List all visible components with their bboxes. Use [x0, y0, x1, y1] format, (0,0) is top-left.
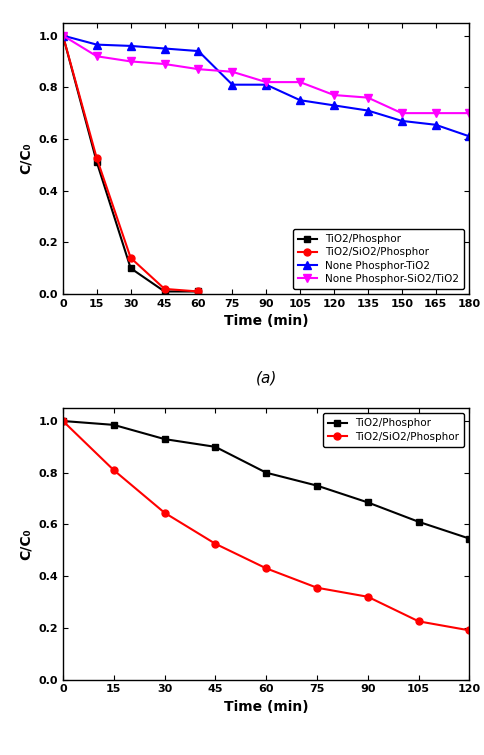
Y-axis label: C/C₀: C/C₀: [19, 143, 33, 174]
None Phosphor-TiO2: [60, 31, 66, 40]
None Phosphor-TiO2: [128, 42, 134, 51]
None Phosphor-SiO2/TiO2: [60, 31, 66, 40]
Line: TiO2/Phosphor: TiO2/Phosphor: [60, 418, 473, 542]
None Phosphor-TiO2: [331, 101, 337, 110]
Text: (a): (a): [256, 370, 277, 385]
TiO2/SiO2/Phosphor: [467, 626, 472, 635]
TiO2/Phosphor: [212, 442, 218, 451]
Line: TiO2/SiO2/Phosphor: TiO2/SiO2/Phosphor: [60, 418, 473, 634]
TiO2/SiO2/Phosphor: [162, 285, 167, 294]
None Phosphor-SiO2/TiO2: [128, 57, 134, 66]
None Phosphor-TiO2: [229, 80, 235, 89]
TiO2/Phosphor: [111, 421, 117, 430]
None Phosphor-SiO2/TiO2: [399, 109, 405, 118]
None Phosphor-SiO2/TiO2: [263, 78, 269, 87]
None Phosphor-SiO2/TiO2: [365, 93, 371, 102]
TiO2/SiO2/Phosphor: [416, 617, 422, 626]
TiO2/SiO2/Phosphor: [314, 583, 320, 592]
None Phosphor-SiO2/TiO2: [94, 52, 100, 61]
None Phosphor-TiO2: [94, 40, 100, 49]
None Phosphor-TiO2: [263, 80, 269, 89]
None Phosphor-TiO2: [297, 96, 303, 105]
TiO2/Phosphor: [196, 287, 201, 296]
Legend: TiO2/Phosphor, TiO2/SiO2/Phosphor, None Phosphor-TiO2, None Phosphor-SiO2/TiO2: TiO2/Phosphor, TiO2/SiO2/Phosphor, None …: [293, 229, 464, 289]
TiO2/Phosphor: [314, 481, 320, 490]
TiO2/SiO2/Phosphor: [162, 508, 167, 517]
None Phosphor-TiO2: [399, 116, 405, 125]
TiO2/SiO2/Phosphor: [212, 539, 218, 548]
TiO2/SiO2/Phosphor: [263, 564, 269, 573]
None Phosphor-SiO2/TiO2: [433, 109, 439, 118]
TiO2/SiO2/Phosphor: [60, 417, 66, 426]
None Phosphor-SiO2/TiO2: [297, 78, 303, 87]
X-axis label: Time (min): Time (min): [224, 700, 308, 714]
TiO2/Phosphor: [128, 263, 134, 273]
Line: None Phosphor-SiO2/TiO2: None Phosphor-SiO2/TiO2: [59, 32, 474, 117]
None Phosphor-SiO2/TiO2: [162, 60, 167, 69]
TiO2/Phosphor: [467, 534, 472, 543]
TiO2/SiO2/Phosphor: [94, 154, 100, 163]
TiO2/Phosphor: [162, 435, 167, 444]
Line: None Phosphor-TiO2: None Phosphor-TiO2: [59, 32, 474, 140]
Line: TiO2/SiO2/Phosphor: TiO2/SiO2/Phosphor: [60, 32, 202, 295]
TiO2/SiO2/Phosphor: [111, 466, 117, 475]
Y-axis label: C/C₀: C/C₀: [19, 528, 33, 559]
None Phosphor-SiO2/TiO2: [196, 65, 201, 74]
None Phosphor-SiO2/TiO2: [331, 91, 337, 100]
TiO2/SiO2/Phosphor: [365, 592, 371, 601]
TiO2/Phosphor: [94, 158, 100, 167]
None Phosphor-TiO2: [467, 132, 472, 141]
TiO2/Phosphor: [60, 31, 66, 40]
None Phosphor-SiO2/TiO2: [467, 109, 472, 118]
None Phosphor-TiO2: [433, 120, 439, 129]
X-axis label: Time (min): Time (min): [224, 315, 308, 328]
TiO2/Phosphor: [60, 417, 66, 426]
Legend: TiO2/Phosphor, TiO2/SiO2/Phosphor: TiO2/Phosphor, TiO2/SiO2/Phosphor: [323, 413, 464, 447]
None Phosphor-TiO2: [162, 44, 167, 53]
Line: TiO2/Phosphor: TiO2/Phosphor: [60, 32, 202, 295]
None Phosphor-TiO2: [196, 47, 201, 56]
None Phosphor-TiO2: [365, 106, 371, 115]
TiO2/Phosphor: [162, 287, 167, 296]
None Phosphor-SiO2/TiO2: [229, 67, 235, 76]
TiO2/SiO2/Phosphor: [196, 287, 201, 296]
TiO2/Phosphor: [365, 498, 371, 507]
TiO2/SiO2/Phosphor: [128, 254, 134, 263]
TiO2/SiO2/Phosphor: [60, 31, 66, 40]
TiO2/Phosphor: [263, 468, 269, 477]
TiO2/Phosphor: [416, 517, 422, 526]
